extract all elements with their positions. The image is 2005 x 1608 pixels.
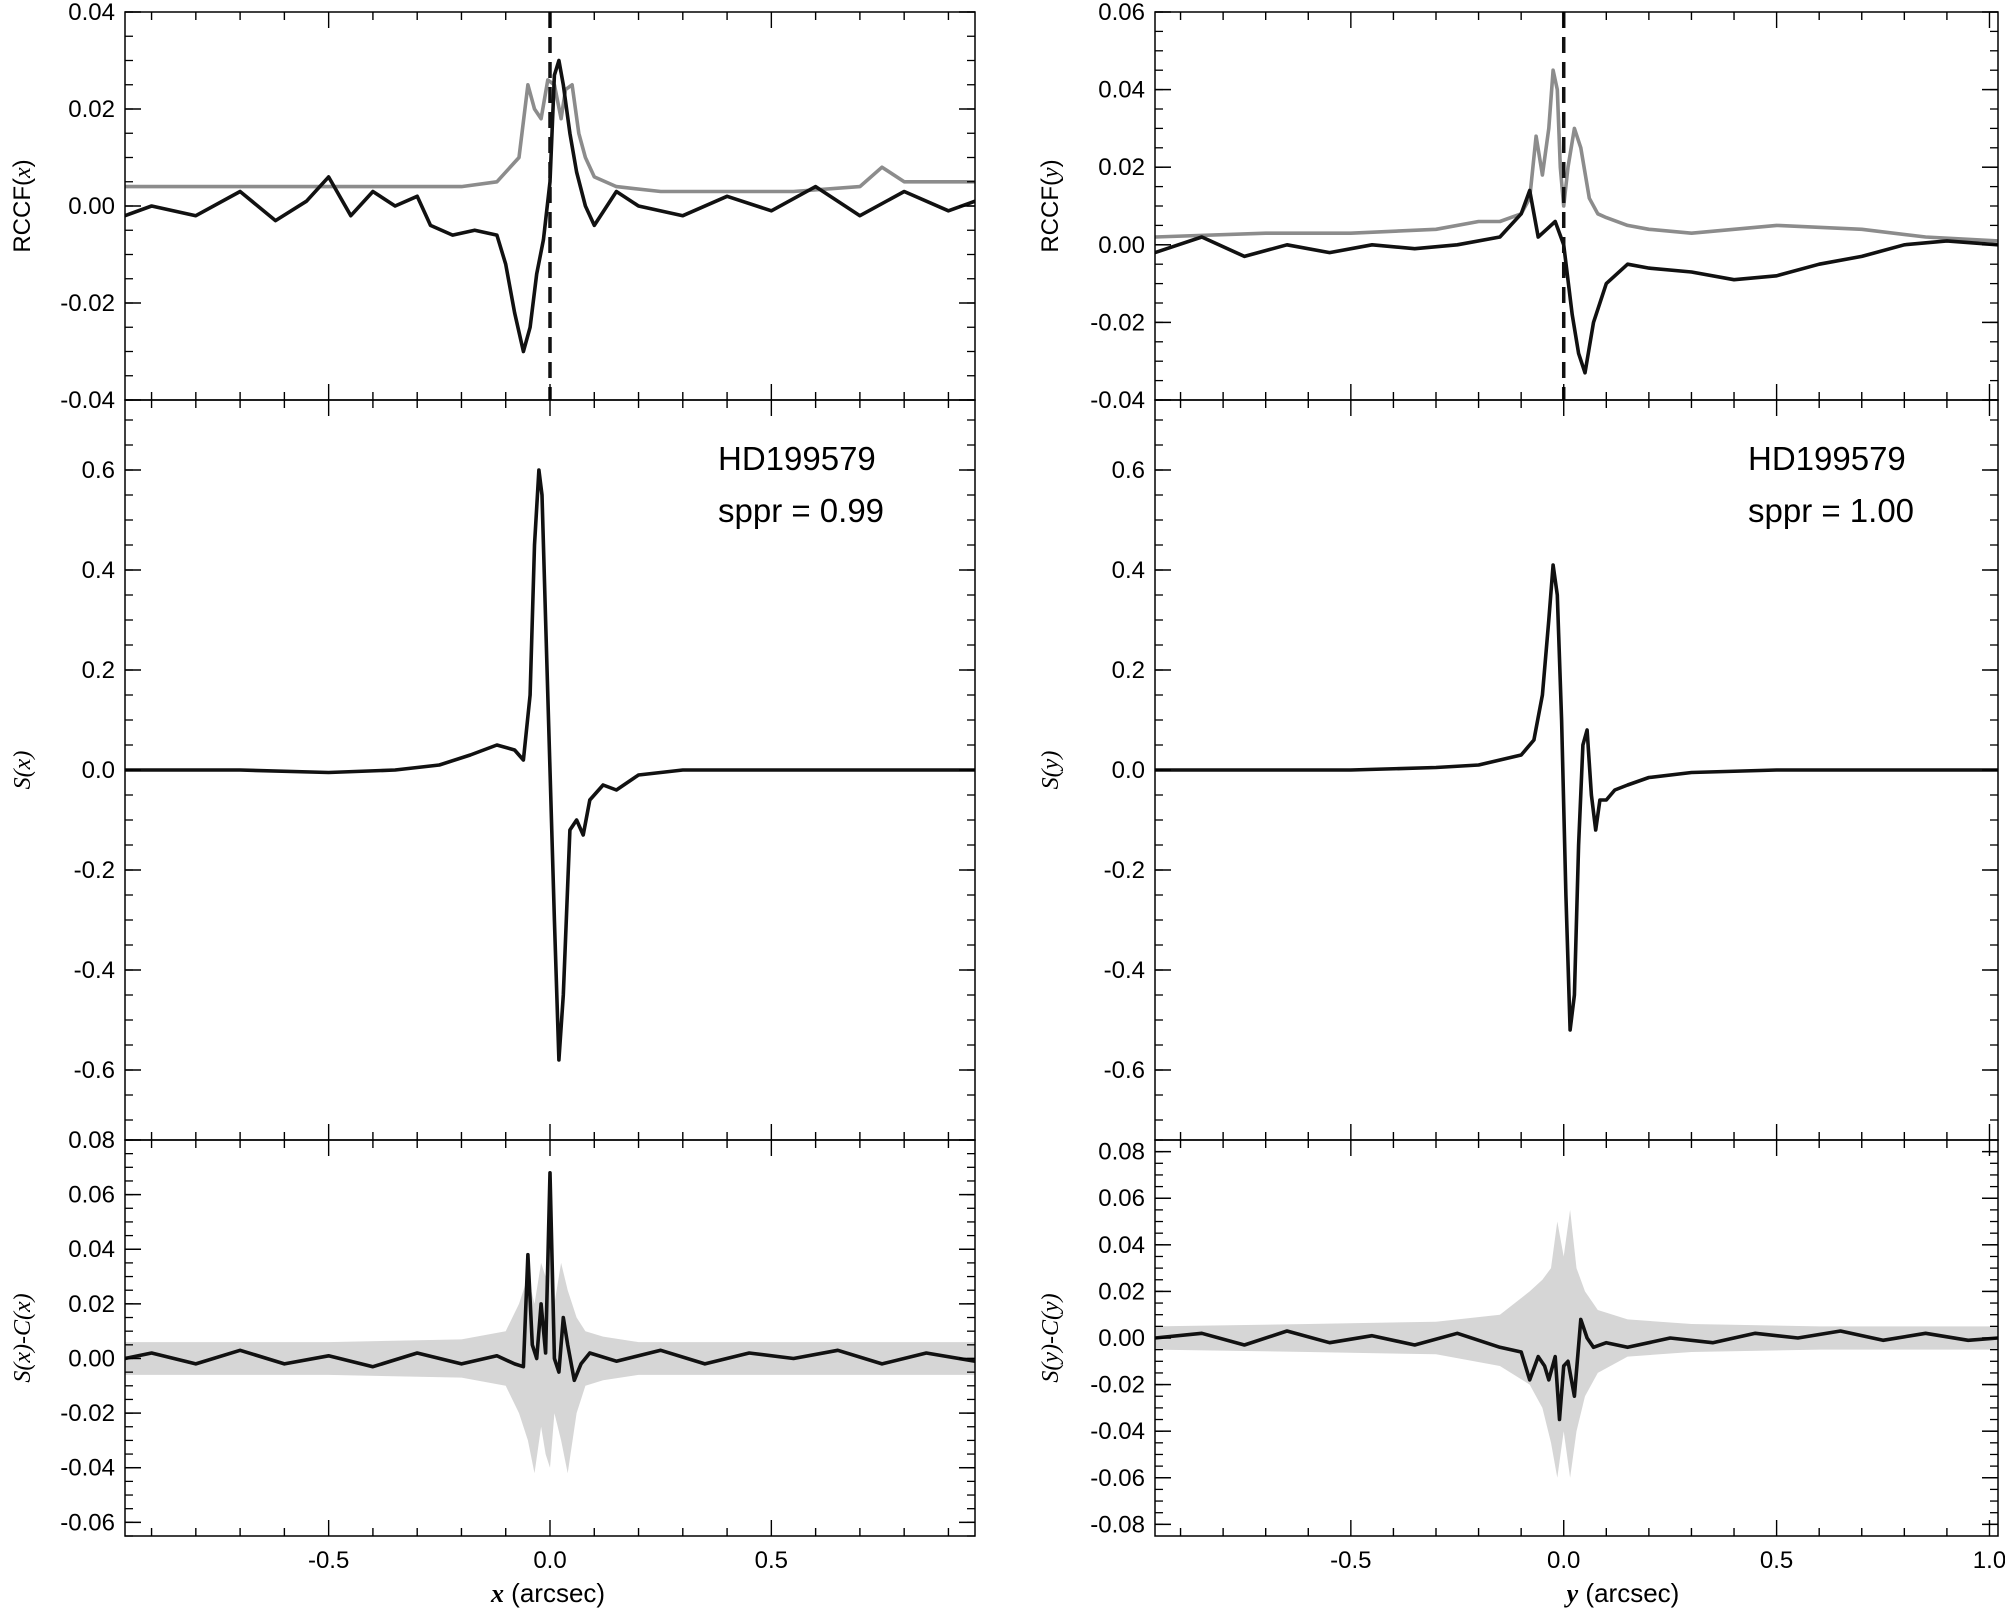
left-resid-uncertainty-band — [125, 1249, 975, 1474]
right-resid-ytick-label: -0.06 — [1090, 1465, 1145, 1492]
left-rccf-ytick-label: -0.02 — [60, 290, 115, 317]
right-resid-ytick-label: 0.04 — [1098, 1232, 1145, 1259]
left-rccf-series-black — [125, 58, 975, 354]
left-s-series-black — [125, 468, 975, 1062]
left-resid-ytick-label: -0.04 — [60, 1455, 115, 1482]
right-xtick-label: 1.0 — [1973, 1547, 2005, 1574]
right-panel-s: -0.6 -0.4 -0.2 0.0 0.2 0.4 0.6 S(y) HD199579 sppr… — [1038, 399, 1999, 1141]
left-panel-rccf: -0.04 -0.02 0.00 0.02 0.04 RCCF(x) — [9, 0, 976, 414]
right-s-ytick-label: 0.4 — [1112, 557, 1145, 584]
left-resid-ytick-label: 0.00 — [68, 1345, 115, 1372]
right-rccf-ytick-label: 0.04 — [1098, 77, 1145, 104]
left-resid-ytick-label: 0.08 — [68, 1127, 115, 1154]
right-s-plot-area — [1155, 563, 1998, 1032]
left-resid-ytick-label: 0.06 — [68, 1182, 115, 1209]
left-annotation-line-1: sppr = 0.99 — [718, 492, 884, 529]
right-s-series-black — [1155, 563, 1998, 1032]
right-rccf-ytick-label: 0.06 — [1098, 0, 1145, 26]
right-resid-uncertainty-band — [1155, 1209, 1998, 1478]
left-resid-plot-area — [125, 1171, 975, 1474]
right-rccf-ytick-label: 0.00 — [1098, 232, 1145, 259]
left-xtick-label: -0.5 — [308, 1547, 349, 1574]
right-rccf-plot-area — [1155, 12, 1998, 400]
left-s-ytick-label: -0.4 — [74, 957, 115, 984]
right-xtick-label: 0.0 — [1547, 1547, 1580, 1574]
right-resid-ylabel: S(y)-C(y) — [1038, 1293, 1064, 1382]
right-resid-plot-area — [1155, 1209, 1998, 1478]
left-s-ytick-label: 0.6 — [82, 457, 115, 484]
right-rccf-series-gray — [1155, 68, 1998, 243]
left-rccf-ytick-label: -0.04 — [60, 387, 115, 414]
left-rccf-plot-area — [125, 12, 975, 400]
right-s-ylabel: S(y) — [1038, 751, 1064, 790]
left-xtick-label: 0.0 — [533, 1547, 566, 1574]
right-s-ytick-label: -0.2 — [1104, 857, 1145, 884]
left-rccf-ylabel: RCCF(x) — [9, 159, 36, 252]
right-resid-ytick-label: -0.04 — [1090, 1418, 1145, 1445]
right-s-ytick-label: -0.4 — [1104, 957, 1145, 984]
left-s-ytick-label: -0.6 — [74, 1057, 115, 1084]
right-s-ytick-label: 0.0 — [1112, 757, 1145, 784]
right-resid-ytick-label: -0.02 — [1090, 1372, 1145, 1399]
left-s-ylabel: S(x) — [10, 751, 36, 790]
left-panel-s: -0.6 -0.4 -0.2 0.0 0.2 0.4 0.6 S(x) HD199579 sppr… — [10, 399, 976, 1141]
right-annotation-line-0: HD199579 — [1748, 440, 1906, 477]
right-resid-ytick-label: -0.08 — [1090, 1511, 1145, 1538]
left-resid-ytick-label: 0.02 — [68, 1291, 115, 1318]
left-annotation-line-0: HD199579 — [718, 440, 876, 477]
right-resid-ytick-label: 0.00 — [1098, 1325, 1145, 1352]
right-rccf-ylabel: RCCF(y) — [1037, 159, 1064, 252]
left-resid-ylabel: S(x)-C(x) — [10, 1293, 36, 1382]
chart-left: -0.04-0.020.000.020.04RCCF(x)-0.6-0.4-0.… — [9, 0, 976, 1608]
left-s-ytick-label: 0.0 — [82, 757, 115, 784]
left-resid-ytick-label: -0.06 — [60, 1509, 115, 1536]
left-s-ytick-label: -0.2 — [74, 857, 115, 884]
left-panel-resid: -0.06 -0.04 -0.02 0.00 0.02 0.04 0.06 0.08 S(x)-… — [10, 1127, 976, 1537]
left-s-ytick-label: 0.4 — [82, 557, 115, 584]
right-resid-series-black — [1155, 1317, 1998, 1422]
right-rccf-series-black — [1155, 188, 1998, 375]
right-s-ytick-label: 0.6 — [1112, 457, 1145, 484]
left-s-plot-area — [125, 468, 975, 1062]
right-resid-ytick-label: 0.06 — [1098, 1185, 1145, 1212]
right-s-ytick-label: -0.6 — [1104, 1057, 1145, 1084]
right-resid-ytick-label: 0.08 — [1098, 1139, 1145, 1166]
left-rccf-ytick-label: 0.04 — [68, 0, 115, 26]
right-xtick-label: 0.5 — [1760, 1547, 1793, 1574]
left-resid-series-black — [125, 1171, 975, 1383]
left-s-ytick-label: 0.2 — [82, 657, 115, 684]
right-rccf-ytick-label: -0.04 — [1090, 387, 1145, 414]
right-annotation-line-1: sppr = 1.00 — [1748, 492, 1914, 529]
right-s-ytick-label: 0.2 — [1112, 657, 1145, 684]
right-panel-resid: -0.08 -0.06 -0.04 -0.02 0.00 0.02 0.04 0.06 0.08… — [1038, 1139, 1999, 1538]
right-panel-rccf: -0.04 -0.02 0.00 0.02 0.04 0.06 RCCF(y) — [1037, 0, 1999, 414]
right-xlabel: y (arcsec) — [1564, 1578, 1680, 1608]
left-resid-ytick-label: -0.02 — [60, 1400, 115, 1427]
right-rccf-ytick-label: -0.02 — [1090, 309, 1145, 336]
right-resid-ytick-label: 0.02 — [1098, 1278, 1145, 1305]
right-rccf-ytick-label: 0.02 — [1098, 154, 1145, 181]
left-rccf-ytick-label: 0.02 — [68, 96, 115, 123]
left-xtick-label: 0.5 — [755, 1547, 788, 1574]
left-rccf-series-gray — [125, 78, 975, 194]
chart-right: -0.04-0.020.000.020.040.06RCCF(y)-0.6-0.… — [1037, 0, 2005, 1608]
right-xtick-label: -0.5 — [1330, 1547, 1371, 1574]
left-xlabel: x (arcsec) — [490, 1578, 605, 1608]
left-resid-ytick-label: 0.04 — [68, 1236, 115, 1263]
left-rccf-ytick-label: 0.00 — [68, 193, 115, 220]
